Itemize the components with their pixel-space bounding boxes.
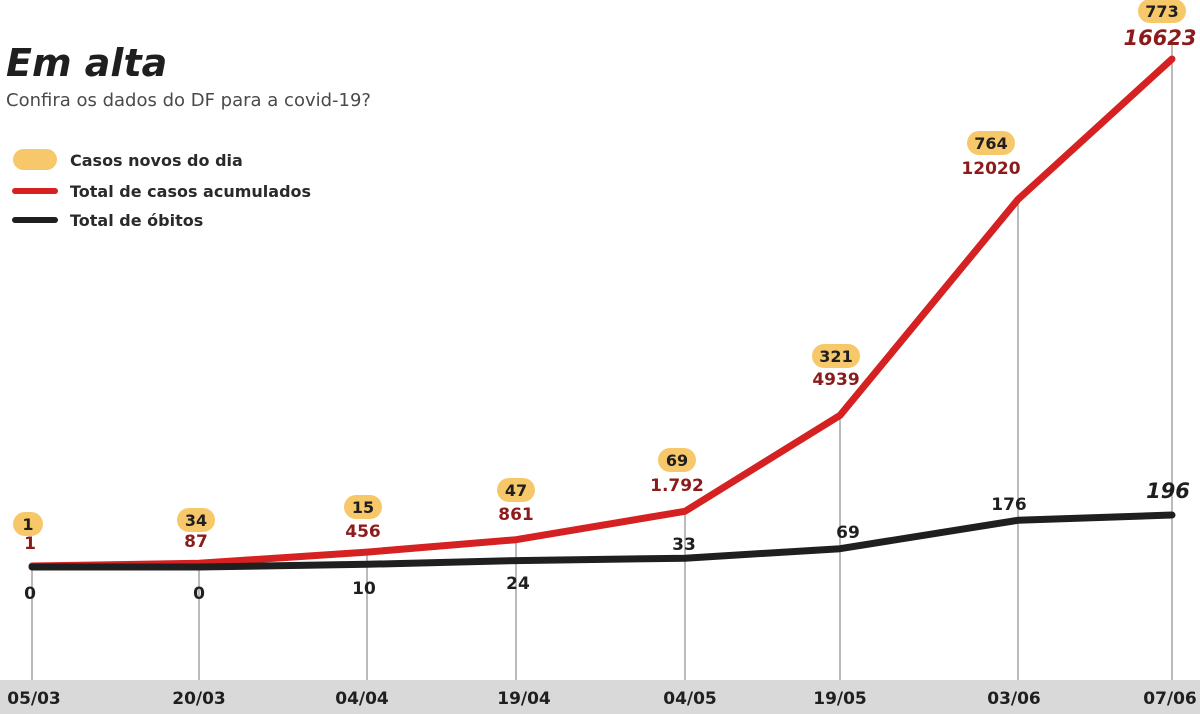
legend-new-cases-swatch (13, 149, 57, 170)
new-cases-label: 15 (352, 498, 374, 517)
total-cases-label: 1 (24, 534, 36, 554)
new-cases-pill (13, 512, 43, 536)
new-cases-pill (177, 508, 215, 532)
total-cases-label: 1.792 (650, 476, 704, 496)
new-cases-pill (658, 448, 696, 472)
deaths-label: 69 (836, 523, 860, 543)
new-cases-label: 764 (974, 134, 1007, 153)
total-cases-series (28, 55, 1176, 570)
new-cases-pill (1138, 0, 1186, 23)
total-cases-label: 4939 (812, 370, 859, 390)
new-cases-label: 773 (1145, 2, 1178, 21)
x-axis-tick-label: 07/06 (1143, 689, 1197, 709)
total-cases-label: 456 (345, 522, 381, 542)
new-cases-pill (812, 344, 860, 368)
new-cases-label: 321 (819, 347, 852, 366)
new-cases-label: 34 (185, 511, 207, 530)
new-cases-label: 1 (22, 515, 33, 534)
deaths-label: 33 (672, 535, 696, 555)
deaths-label: 176 (991, 495, 1027, 515)
new-cases-pill (497, 478, 535, 502)
total-cases-label: 16623 (1123, 26, 1196, 50)
legend-new-cases-label: Casos novos do dia (70, 151, 243, 170)
deaths-label: 196 (1146, 479, 1190, 503)
deaths-line (28, 511, 1176, 571)
x-axis-tick-label: 04/04 (335, 689, 389, 709)
x-axis-tick-label: 19/05 (813, 689, 867, 709)
deaths-label: 10 (352, 579, 376, 599)
chart-subtitle: Confira os dados do DF para a covid-19? (6, 90, 371, 111)
x-axis-band (0, 680, 1200, 714)
legend: Casos novos do dia Total de casos acumul… (12, 149, 311, 230)
deaths-label: 0 (24, 584, 36, 604)
legend-total-cases-label: Total de casos acumulados (70, 182, 311, 201)
deaths-series (28, 511, 1176, 571)
deaths-label: 0 (193, 584, 205, 604)
total-cases-line (28, 55, 1176, 570)
guide-lines (31, 40, 1173, 680)
new-cases-pill (967, 131, 1015, 155)
x-axis-ticks: 05/03 20/03 04/04 19/04 04/05 19/05 03/06 07/06 (7, 689, 1197, 709)
x-axis-tick-label: 04/05 (663, 689, 717, 709)
x-axis-tick-label: 20/03 (172, 689, 226, 709)
total-cases-label: 87 (184, 532, 208, 552)
new-cases-pill (344, 495, 382, 519)
new-cases-label: 69 (666, 451, 688, 470)
deaths-label: 24 (506, 574, 530, 594)
legend-deaths-label: Total de óbitos (70, 211, 203, 230)
x-axis-tick-label: 19/04 (497, 689, 551, 709)
x-axis-tick-label: 03/06 (987, 689, 1041, 709)
x-axis-tick-label: 05/03 (7, 689, 61, 709)
data-labels: 1 34 15 47 69 321 764 773 1 87 456 861 1.792 4939 1202… (13, 0, 1197, 604)
new-cases-label: 47 (505, 481, 527, 500)
chart-title: Em alta (6, 41, 167, 85)
total-cases-label: 12020 (961, 159, 1020, 179)
total-cases-label: 861 (498, 505, 534, 525)
